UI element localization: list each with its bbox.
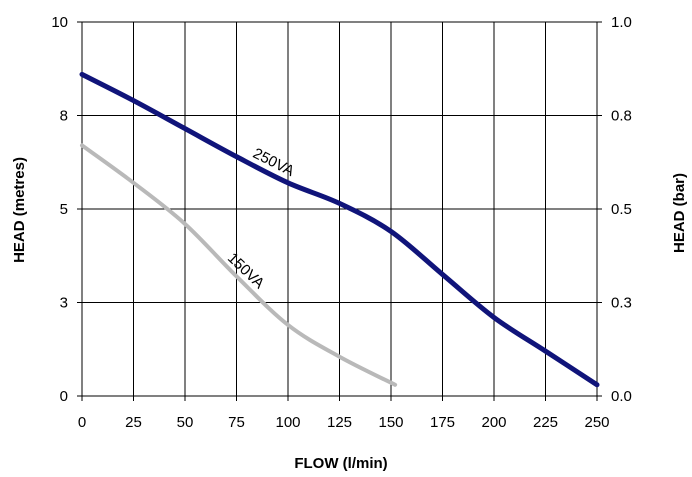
y-tick-label-right: 0.0 (611, 388, 632, 405)
x-tick-label: 50 (177, 414, 194, 431)
x-tick-label: 150 (378, 414, 403, 431)
x-tick-label: 0 (78, 414, 86, 431)
x-tick-label: 250 (584, 414, 609, 431)
y-axis-title-right: HEAD (bar) (671, 173, 688, 253)
x-tick-label: 25 (125, 414, 142, 431)
y-tick-label-left: 3 (60, 295, 68, 312)
y-tick-label-right: 0.5 (611, 201, 632, 218)
series-line-250VA (79, 71, 600, 388)
y-tick-label-right: 1.0 (611, 14, 632, 31)
y-tick-label-left: 10 (51, 14, 68, 31)
y-tick-label-right: 0.3 (611, 295, 632, 312)
x-tick-label: 175 (430, 414, 455, 431)
x-tick-label: 100 (275, 414, 300, 431)
series-lines (79, 71, 600, 388)
x-tick-label: 200 (481, 414, 506, 431)
series-line-150VA (80, 143, 398, 387)
y-tick-label-left: 0 (60, 388, 68, 405)
y-tick-label-right: 0.8 (611, 108, 632, 125)
x-tick-label: 125 (327, 414, 352, 431)
x-axis-title: FLOW (l/min) (294, 455, 387, 472)
tick-labels: 0 25 50 75 100 125 150 175 200 225 250 0 0.0 3 0.3 5 0.5… (51, 14, 632, 431)
y-tick-label-left: 8 (60, 108, 68, 125)
gridlines (77, 21, 602, 401)
y-tick-label-left: 5 (60, 201, 68, 218)
x-tick-label: 75 (228, 414, 245, 431)
y-axis-title-left: HEAD (metres) (11, 157, 28, 263)
x-tick-label: 225 (533, 414, 558, 431)
